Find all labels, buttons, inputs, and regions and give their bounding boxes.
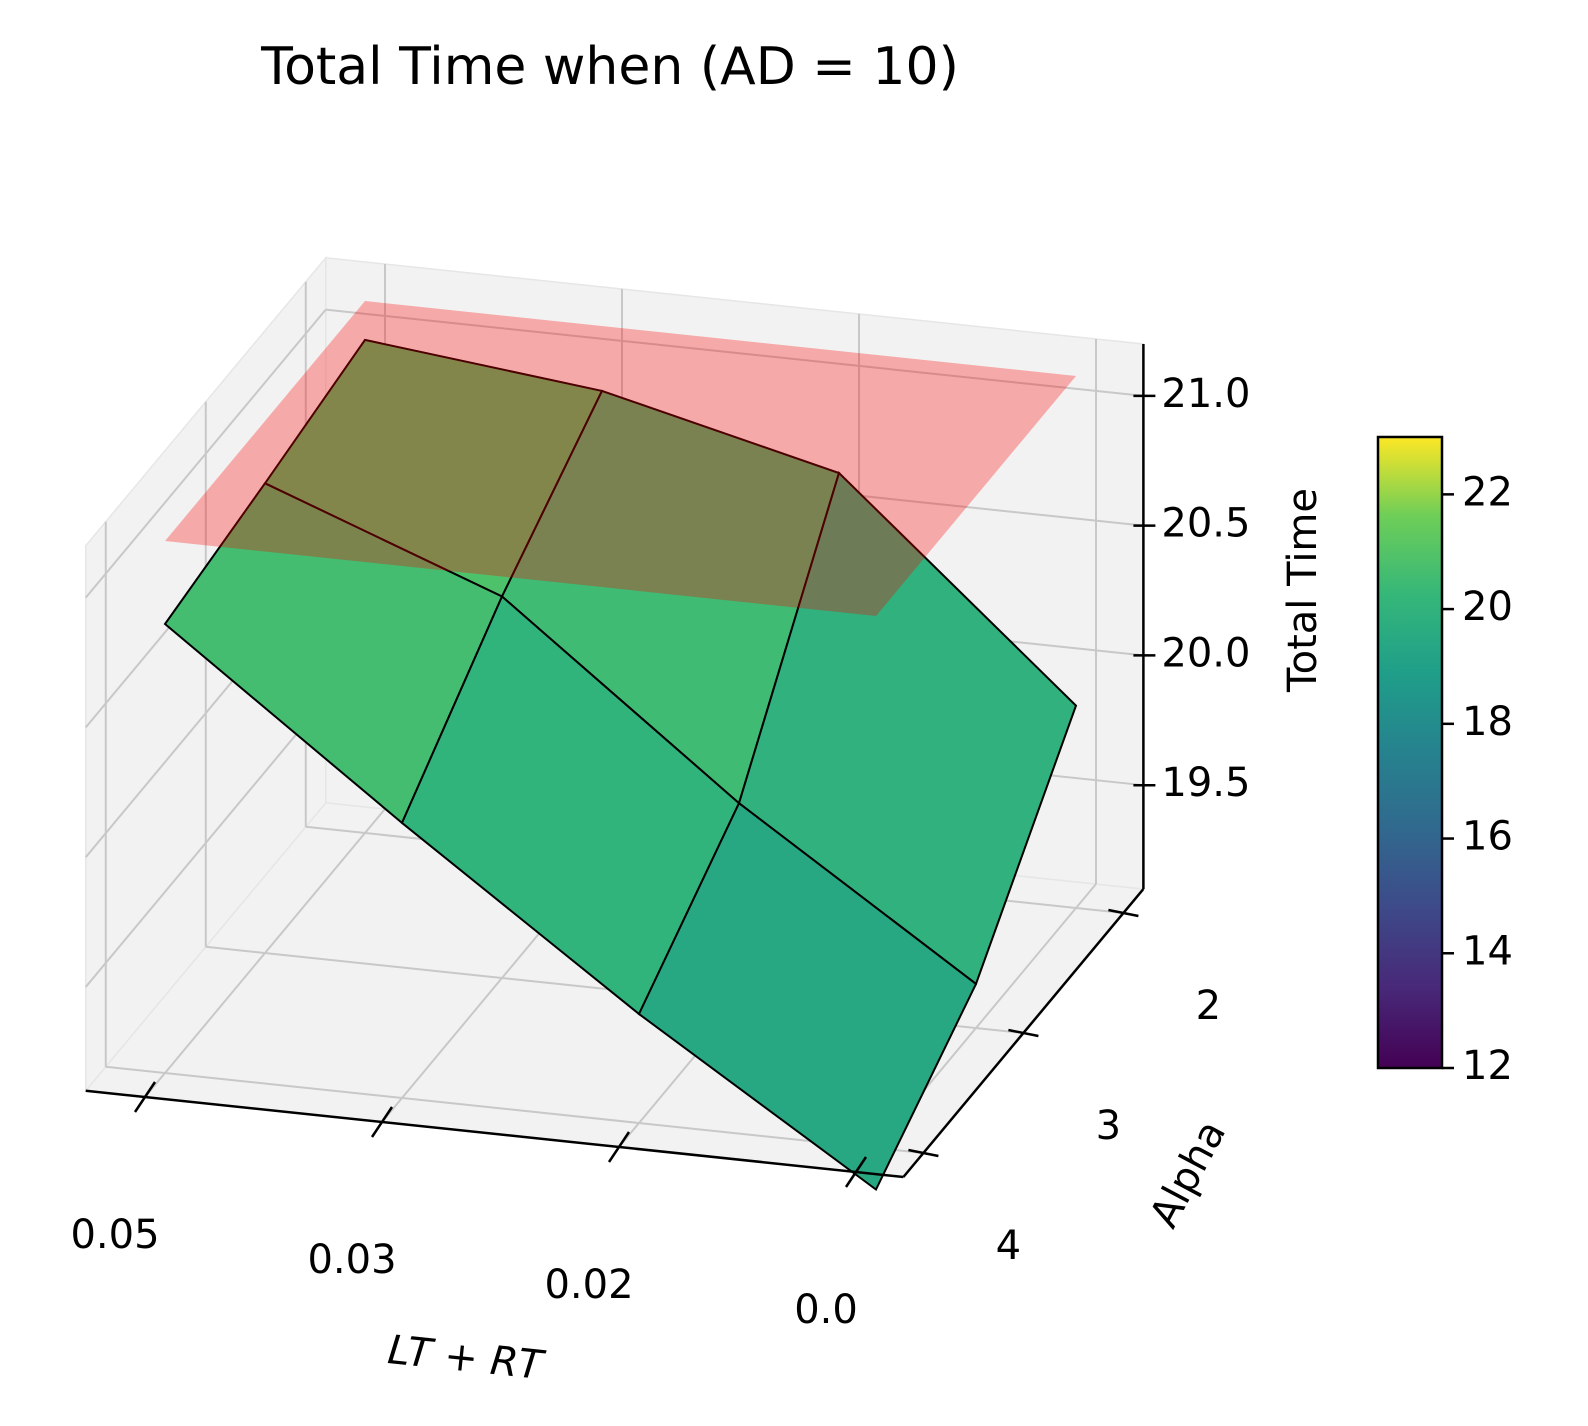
x-tick-label: 0.05 xyxy=(70,1212,159,1258)
x-tick xyxy=(844,1156,868,1188)
grid-line xyxy=(325,308,1144,397)
grid-line xyxy=(84,309,327,599)
x-tick-label: 0.0 xyxy=(794,1287,858,1333)
chart-title: Total Time when (AD = 10) xyxy=(260,37,959,97)
colorbar-tick-label: 20 xyxy=(1462,584,1513,630)
surface-cell xyxy=(637,801,978,1192)
x-tick xyxy=(370,1106,394,1138)
threshold-plane xyxy=(165,301,1076,616)
z-tick-label: 19.5 xyxy=(1161,760,1250,806)
grid-line xyxy=(105,1065,924,1154)
y-tick xyxy=(1108,908,1139,918)
y-tick xyxy=(1008,1028,1039,1038)
colorbar-tick-label: 16 xyxy=(1462,814,1513,860)
y-axis-label: Alpha xyxy=(1141,1113,1235,1235)
x-tick-label: 0.02 xyxy=(544,1262,633,1308)
surface xyxy=(163,301,1078,1192)
colorbar-tick-label: 14 xyxy=(1462,928,1513,974)
grid-line xyxy=(84,698,327,988)
y-tick-label: 3 xyxy=(1096,1103,1121,1149)
colorbar-fill xyxy=(1376,435,1444,1070)
z-tick-label: 20.0 xyxy=(1161,630,1250,676)
y-tick-label: 4 xyxy=(996,1223,1021,1269)
colorbar-tick-label: 12 xyxy=(1462,1043,1513,1089)
x-axis-line xyxy=(85,1089,904,1179)
z-tick-label: 21.0 xyxy=(1161,371,1250,417)
x-axis-label: LT + RT xyxy=(386,1327,549,1389)
y-tick xyxy=(908,1148,939,1158)
y-tick-label: 2 xyxy=(1196,983,1221,1029)
x-tick xyxy=(607,1131,631,1163)
x-tick-label: 0.03 xyxy=(307,1237,396,1283)
colorbar-tick-label: 18 xyxy=(1462,699,1513,745)
colorbar-tick-label: 22 xyxy=(1462,469,1513,515)
z-tick-label: 20.5 xyxy=(1161,501,1250,547)
x-tick xyxy=(133,1081,157,1113)
z-axis-label: Total Time xyxy=(1280,488,1326,693)
colorbar: 12 14 16 18 20 22 xyxy=(1376,435,1513,1089)
